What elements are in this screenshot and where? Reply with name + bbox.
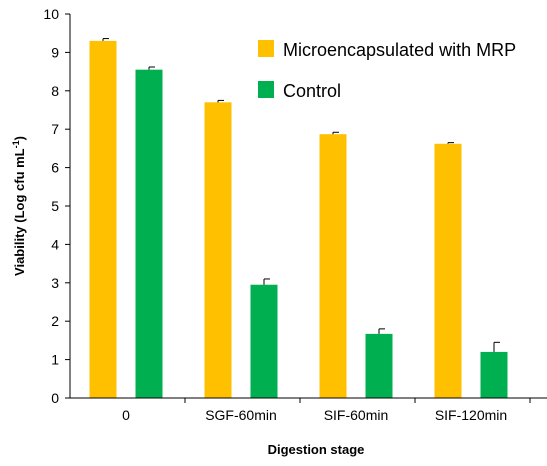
error-bar-microencapsulated-with-mrp-sif-60min — [332, 131, 339, 135]
y-tick-label: 10 — [43, 6, 59, 22]
error-bar-control-0 — [148, 66, 155, 70]
bar-microencapsulated-with-mrp-sgf-60min — [204, 102, 232, 398]
y-tick-label: 4 — [51, 236, 59, 252]
error-bar-control-sgf-60min — [263, 278, 270, 285]
legend-label-control: Control — [283, 81, 341, 101]
bar-control-sgf-60min — [250, 284, 278, 398]
y-tick-label: 3 — [51, 275, 59, 291]
legend-label-microencapsulated: Microencapsulated with MRP — [283, 40, 516, 60]
y-axis-title-end: ) — [12, 136, 27, 140]
x-axis-title: Digestion stage — [268, 442, 365, 457]
bar-control-0 — [135, 69, 163, 399]
bar-microencapsulated-with-mrp-sif-60min — [319, 134, 347, 398]
y-tick-label: 8 — [51, 83, 59, 99]
x-tick-label-sif-60min: SIF-60min — [324, 407, 389, 423]
y-axis-title-main: Viability (Log cfu mL — [12, 148, 27, 276]
bars-layer — [89, 40, 508, 399]
legend-swatch-microencapsulated — [258, 40, 274, 57]
x-tick-label-0: 0 — [122, 407, 130, 423]
legend-swatch-control — [258, 81, 274, 98]
error-bars-layer — [102, 38, 500, 352]
y-tick-label: 0 — [51, 390, 59, 406]
error-bar-microencapsulated-with-mrp-sgf-60min — [217, 99, 224, 103]
bar-microencapsulated-with-mrp-sif-120min — [434, 143, 462, 398]
y-tick-label: 5 — [51, 198, 59, 214]
error-bar-control-sif-60min — [378, 328, 385, 334]
y-tick-label: 1 — [51, 352, 59, 368]
bar-control-sif-120min — [480, 351, 508, 398]
y-axis-title: Viability (Log cfu mL-1) — [11, 136, 27, 276]
y-ticks: 0 1 2 3 4 5 6 7 8 9 10 — [43, 6, 70, 406]
bar-control-sif-60min — [365, 333, 393, 398]
y-axis-title-superscript: -1 — [11, 140, 21, 148]
x-ticks: 0 SGF-60min SIF-60min SIF-120min — [122, 398, 531, 423]
bar-microencapsulated-with-mrp-0 — [89, 40, 117, 398]
error-bar-microencapsulated-with-mrp-0 — [102, 38, 109, 41]
y-tick-label: 6 — [51, 160, 59, 176]
y-tick-label: 2 — [51, 313, 59, 329]
legend: Microencapsulated with MRP Control — [258, 40, 516, 101]
y-tick-label: 7 — [51, 121, 59, 137]
x-tick-label-sgf-60min: SGF-60min — [205, 407, 277, 423]
x-tick-label-sif-120min: SIF-120min — [435, 407, 507, 423]
y-tick-label: 9 — [51, 44, 59, 60]
error-bar-control-sif-120min — [493, 341, 500, 352]
error-bar-microencapsulated-with-mrp-sif-120min — [447, 142, 454, 144]
